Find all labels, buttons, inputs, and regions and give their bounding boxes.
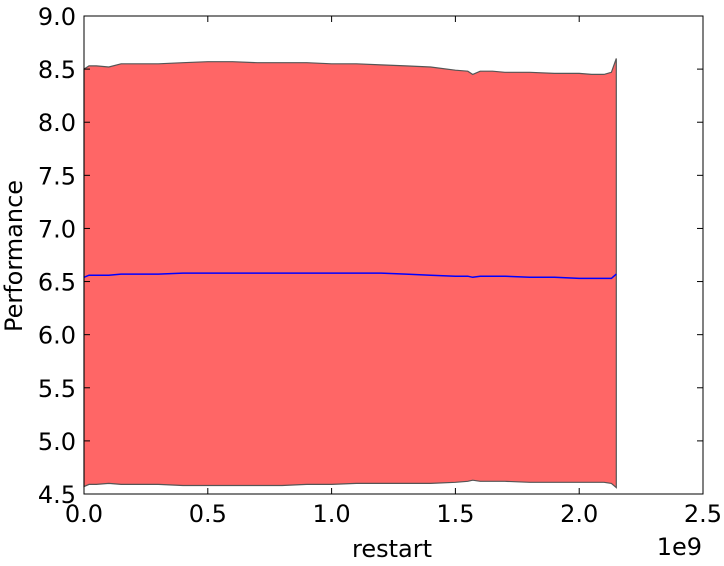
x-axis-label: restart [352,535,432,563]
y-tick-label: 6.5 [38,269,76,297]
y-tick-label: 7.0 [38,215,76,243]
x-tick-label: 0.0 [65,500,103,528]
y-tick-label: 7.5 [38,162,76,190]
x-axis-offset-label: 1e9 [657,533,702,561]
y-tick-label: 6.0 [38,322,76,350]
y-tick-label: 8.0 [38,109,76,137]
x-tick-label: 1.0 [313,500,351,528]
y-axis-label: Performance [0,180,28,332]
x-axis-ticks: 0.0 0.5 1.0 1.5 2.0 2.5 [65,16,722,528]
x-tick-label: 1.5 [436,500,474,528]
y-tick-label: 8.5 [38,56,76,84]
x-tick-label: 2.0 [560,500,598,528]
plot-frame [83,15,704,495]
x-tick-label: 0.5 [189,500,227,528]
y-tick-label: 4.5 [38,481,76,509]
y-tick-label: 5.0 [38,428,76,456]
y-tick-label: 9.0 [38,3,76,31]
mean-line-0 [83,272,617,280]
y-axis-ticks: 4.5 5.0 5.5 6.0 6.5 7.0 7.5 8.0 8.5 9.0 [38,3,703,509]
mean-line-layer [83,272,617,280]
x-tick-label: 2.5 [684,500,722,528]
y-tick-label: 5.5 [38,375,76,403]
